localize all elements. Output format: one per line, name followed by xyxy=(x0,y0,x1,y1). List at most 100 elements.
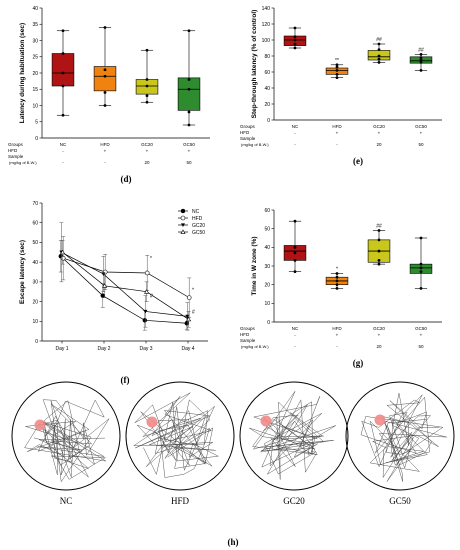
y-tick-label: 120 xyxy=(262,22,271,28)
data-point xyxy=(103,68,107,72)
series-line-gc20 xyxy=(61,251,188,317)
track-label-nc: NC xyxy=(60,496,73,506)
data-point xyxy=(187,87,191,91)
table-cell-sample: - xyxy=(104,160,106,165)
box-hfd xyxy=(93,66,117,92)
data-point xyxy=(145,48,149,52)
y-axis-label: Escape latency (sec) xyxy=(19,240,26,304)
table-cell-sample: 20 xyxy=(376,142,382,147)
data-point xyxy=(293,245,297,249)
significance-mark: * xyxy=(150,256,152,262)
significance-mark: ## xyxy=(376,37,382,43)
panel-d-box-chart: 0 5 10 15 20 25 30 35 40 Latency during habituati… xyxy=(8,6,210,184)
target-platform xyxy=(146,416,158,428)
data-point xyxy=(61,52,65,55)
significance-mark: ** xyxy=(335,58,339,64)
data-point xyxy=(293,259,297,262)
legend-label-gc20: GC20 xyxy=(192,223,205,229)
data-point xyxy=(61,29,65,33)
data-point xyxy=(419,266,423,270)
data-point xyxy=(377,259,381,262)
y-tick-label: 10 xyxy=(32,319,38,325)
table-cell-hfd: + xyxy=(336,333,339,338)
data-point xyxy=(293,46,297,50)
data-point xyxy=(377,57,381,61)
table-row-label-unit: (mg/kg of B.W.) xyxy=(9,160,37,165)
y-tick-label: 0 xyxy=(267,320,270,326)
data-point xyxy=(335,69,339,72)
data-point xyxy=(377,249,381,253)
panel-label: (e) xyxy=(353,156,363,166)
target-platform xyxy=(260,415,272,427)
table-cell-hfd: + xyxy=(188,149,191,154)
table-row-label-groups: Groups xyxy=(240,326,256,331)
marker-triangle-up xyxy=(60,249,66,255)
x-tick-label: GC20 xyxy=(141,142,153,147)
y-tick-label: 30 xyxy=(32,38,38,44)
data-point xyxy=(293,38,297,42)
panel-label: (g) xyxy=(353,358,364,368)
data-point xyxy=(145,100,149,104)
table-cell-sample: - xyxy=(294,142,296,147)
x-tick-label: GC50 xyxy=(415,326,427,331)
table-row-label-groups: Groups xyxy=(240,124,256,129)
marker-circle-open xyxy=(186,295,192,300)
data-point xyxy=(293,270,297,273)
y-tick-label: 10 xyxy=(32,103,38,109)
data-point xyxy=(145,84,149,88)
track-label-gc20: GC20 xyxy=(283,496,305,506)
x-tick-label: Day 3 xyxy=(139,346,152,352)
table-cell-sample: 50 xyxy=(418,142,424,147)
panel-g-box-chart: 0 10 20 30 40 50 60 Time in W zone (%) * ## Groups… xyxy=(240,208,442,368)
panel-e-box-chart: 0 20 40 60 80 100 120 140 Step-through latency (… xyxy=(240,6,442,166)
marker-triangle-up xyxy=(102,283,108,288)
x-tick-label: Day 4 xyxy=(181,346,194,352)
y-tick-label: 40 xyxy=(264,86,270,92)
x-tick-label: NC xyxy=(60,142,67,147)
y-tick-label: 60 xyxy=(32,221,38,227)
marker-triangle-up xyxy=(186,316,192,322)
y-tick-label: 40 xyxy=(264,245,270,251)
y-tick-label: 10 xyxy=(264,301,270,307)
table-row-label-groups: Groups xyxy=(8,142,24,147)
marker-circle-open xyxy=(60,255,66,261)
marker-circle-filled xyxy=(100,293,106,298)
series-line-gc50 xyxy=(62,252,189,320)
table-cell-hfd: + xyxy=(146,149,149,154)
table-cell-sample: - xyxy=(62,160,64,165)
data-point xyxy=(419,270,423,273)
data-point xyxy=(419,236,423,240)
y-tick-label: 20 xyxy=(264,102,270,108)
y-tick-label: 30 xyxy=(32,280,38,286)
x-tick-label: HFD xyxy=(332,326,342,331)
panel-label: (f) xyxy=(121,375,130,385)
data-point xyxy=(335,73,339,76)
swim-path xyxy=(133,392,219,478)
table-cell-hfd: - xyxy=(62,149,64,154)
y-tick-label: 50 xyxy=(32,240,38,246)
y-axis-label: Time in W zone (%) xyxy=(251,236,258,295)
x-tick-label: HFD xyxy=(100,142,110,147)
y-tick-label: 100 xyxy=(262,38,271,44)
y-tick-label: 60 xyxy=(264,70,270,76)
box-nc xyxy=(51,53,75,87)
data-point xyxy=(335,275,339,279)
x-tick-label: GC50 xyxy=(415,124,427,129)
data-point xyxy=(377,262,381,266)
y-tick-label: 140 xyxy=(262,6,271,12)
x-tick-label: NC xyxy=(292,124,299,129)
track-label-gc50: GC50 xyxy=(389,496,411,506)
data-point xyxy=(419,56,423,59)
panel-label: (d) xyxy=(121,174,132,184)
data-point xyxy=(61,71,65,75)
x-tick-label: GC50 xyxy=(183,142,195,147)
data-point xyxy=(187,29,191,33)
table-row-label-hfd: HFD xyxy=(8,148,18,153)
table-row-label-unit: (mg/kg of B.W.) xyxy=(241,344,269,349)
table-row-label-sample: Sample xyxy=(240,338,256,343)
y-tick-label: 35 xyxy=(32,22,38,28)
marker-circle-open xyxy=(144,270,150,276)
significance-mark: # xyxy=(150,294,153,300)
y-tick-label: 0 xyxy=(35,136,38,142)
table-cell-sample: 50 xyxy=(418,344,424,349)
